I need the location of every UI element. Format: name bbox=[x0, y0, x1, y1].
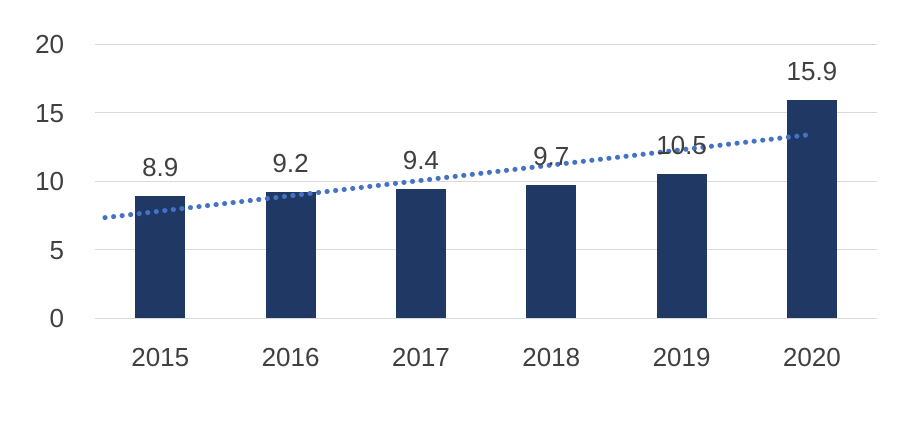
data-label-2020: 15.9 bbox=[786, 56, 838, 87]
bar-2015 bbox=[135, 196, 186, 318]
y-axis-label-20: 20 bbox=[35, 29, 64, 59]
gridline-15 bbox=[95, 112, 877, 113]
x-axis-label-2016: 2016 bbox=[261, 342, 320, 372]
data-label-2017: 9.4 bbox=[402, 145, 439, 176]
data-label-2015: 8.9 bbox=[142, 152, 179, 183]
y-axis-label-10: 10 bbox=[35, 166, 64, 196]
bar-2019 bbox=[656, 174, 707, 318]
gridline-20 bbox=[95, 43, 877, 45]
gridline-0 bbox=[95, 317, 877, 319]
x-axis-label-2018: 2018 bbox=[522, 342, 581, 372]
gridline-10 bbox=[95, 180, 877, 182]
x-axis-label-2017: 2017 bbox=[391, 342, 450, 372]
bar-2016 bbox=[265, 191, 316, 318]
y-axis-label-0: 0 bbox=[49, 303, 64, 333]
y-axis-label-15: 15 bbox=[35, 97, 64, 128]
x-axis-label-2020: 2020 bbox=[782, 342, 841, 372]
data-label-2016: 9.2 bbox=[272, 147, 309, 178]
data-label-2019: 10.5 bbox=[656, 130, 707, 161]
x-axis-label-2015: 2015 bbox=[131, 342, 190, 372]
bar-2018 bbox=[526, 185, 577, 318]
data-label-2018: 9.7 bbox=[533, 141, 570, 172]
bar-2020 bbox=[786, 100, 837, 318]
x-axis-label-2019: 2019 bbox=[652, 342, 711, 372]
y-axis-label-5: 5 bbox=[49, 234, 64, 265]
gridline-5 bbox=[95, 249, 877, 250]
bar-2017 bbox=[395, 189, 446, 318]
